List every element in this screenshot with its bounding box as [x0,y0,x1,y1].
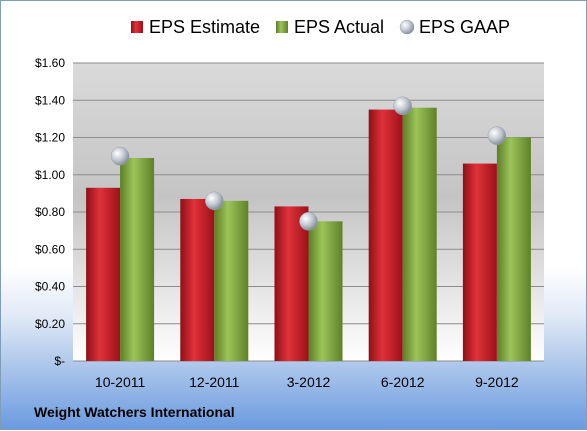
legend-eps-actual-swatch [276,21,288,33]
x-category-label: 10-2011 [95,374,146,390]
bar-eps-actual [214,200,249,361]
marker-eps-gaap [487,126,507,145]
legend-eps-estimate-label: EPS Estimate [149,17,260,37]
marker-eps-gaap [205,191,224,211]
y-tick-label: $0.40 [35,280,65,294]
bar-eps-estimate [86,187,121,361]
y-tick-label: $1.60 [35,56,65,70]
bar-eps-estimate [462,163,497,361]
bar-eps-estimate [274,206,309,361]
y-tick-label: $1.00 [35,168,65,182]
bar-eps-estimate [368,109,403,361]
bar-eps-estimate [180,198,215,361]
marker-eps-gaap [110,146,130,166]
legend-eps-actual-label: EPS Actual [294,17,384,37]
x-category-label: 6-2012 [381,374,425,390]
company-label: Weight Watchers International [34,404,235,420]
y-tick-label: $1.40 [35,93,65,107]
legend-eps-gaap-label: EPS GAAP [419,17,510,37]
legend-eps-gaap-swatch [399,19,415,35]
y-tick-label: $1.20 [35,131,65,145]
y-tick-label: $0.60 [35,242,65,256]
x-category-label: 9-2012 [475,374,519,390]
y-tick-label: $0.20 [35,317,65,331]
y-tick-label: $- [54,354,65,368]
marker-eps-gaap [299,212,318,231]
x-category-label: 3-2012 [287,374,331,390]
y-tick-label: $0.80 [35,205,65,219]
bar-eps-actual [496,137,531,361]
bar-eps-actual [120,157,155,361]
legend-eps-estimate-swatch [131,21,143,33]
marker-eps-gaap [393,96,412,116]
bar-eps-actual [308,221,343,361]
x-category-label: 12-2011 [189,374,240,390]
bar-eps-actual [402,107,437,361]
